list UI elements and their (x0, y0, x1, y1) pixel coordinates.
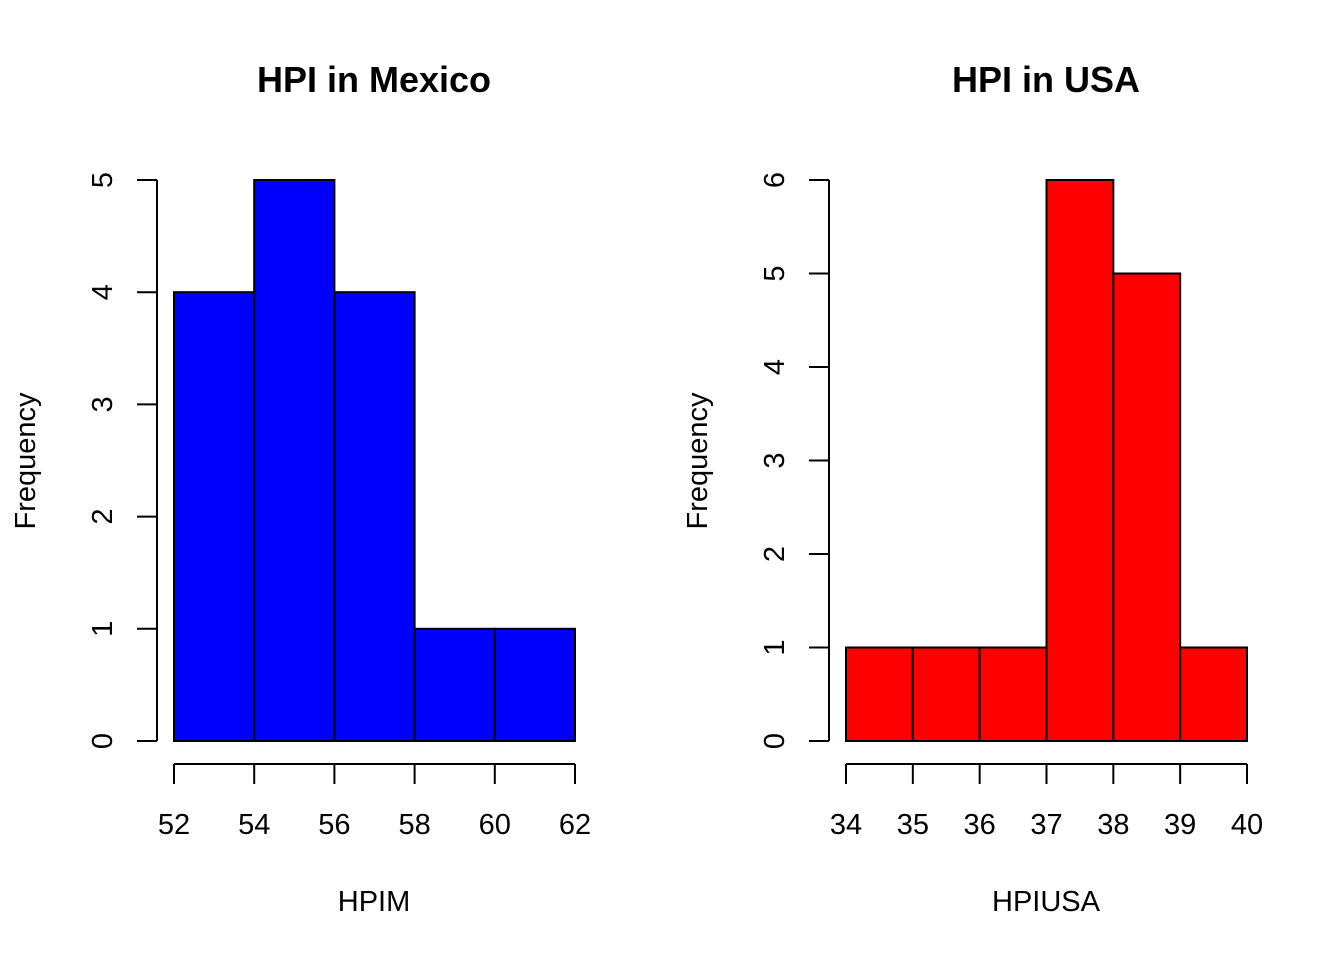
y-tick-label: 0 (87, 733, 119, 749)
y-tick-label: 5 (87, 172, 119, 188)
histogram-bar (413, 627, 496, 742)
y-tick-label: 6 (759, 172, 791, 188)
x-tick-label: 52 (158, 809, 190, 841)
x-tick-label: 60 (479, 809, 511, 841)
x-axis-label: HPIM (338, 886, 411, 918)
panel-mexico: HPI in Mexico HPIM Frequency 52 54 56 58 60 6… (10, 59, 591, 918)
x-axis-label: HPIUSA (992, 886, 1101, 918)
y-tick-label: 4 (87, 284, 119, 300)
x-tick-label: 35 (897, 809, 929, 841)
histogram-bar (173, 291, 256, 742)
y-axis-label: Frequency (10, 392, 42, 530)
y-tick-label: 0 (759, 733, 791, 749)
x-axis: 34 35 36 37 38 39 40 (830, 763, 1263, 841)
histogram-bar (493, 627, 576, 742)
histogram-bar (333, 291, 416, 742)
y-tick-label: 3 (87, 396, 119, 412)
x-tick-label: 34 (830, 809, 862, 841)
y-tick-label: 2 (87, 509, 119, 525)
bars (845, 179, 1248, 742)
histogram-bar (1112, 272, 1182, 742)
y-axis: 0 1 2 3 4 5 6 (759, 172, 830, 749)
y-tick-label: 5 (759, 265, 791, 281)
x-tick-label: 58 (398, 809, 430, 841)
x-axis: 52 54 56 58 60 62 (158, 763, 591, 841)
chart-title: HPI in USA (952, 59, 1140, 100)
x-tick-label: 62 (559, 809, 591, 841)
histogram-bar (1179, 646, 1248, 742)
x-tick-label: 56 (318, 809, 350, 841)
chart-title: HPI in Mexico (257, 59, 491, 100)
histogram-bar (845, 646, 914, 742)
y-axis-label: Frequency (682, 392, 714, 530)
y-axis: 0 1 2 3 4 5 (87, 172, 158, 749)
histogram-bar (1045, 179, 1115, 742)
histogram-bar (253, 179, 336, 742)
histogram-bar (911, 646, 981, 742)
x-tick-label: 37 (1030, 809, 1062, 841)
y-tick-label: 1 (87, 621, 119, 637)
y-tick-label: 1 (759, 639, 791, 655)
bars (173, 179, 576, 742)
y-tick-label: 3 (759, 452, 791, 468)
x-tick-label: 39 (1164, 809, 1196, 841)
x-tick-label: 36 (964, 809, 996, 841)
x-tick-label: 38 (1097, 809, 1129, 841)
x-tick-label: 40 (1231, 809, 1263, 841)
x-tick-label: 54 (238, 809, 270, 841)
histogram-bar (978, 646, 1048, 742)
y-tick-label: 4 (759, 359, 791, 375)
panel-usa: HPI in USA HPIUSA Frequency 34 35 36 37 38 39… (682, 59, 1263, 918)
y-tick-label: 2 (759, 546, 791, 562)
